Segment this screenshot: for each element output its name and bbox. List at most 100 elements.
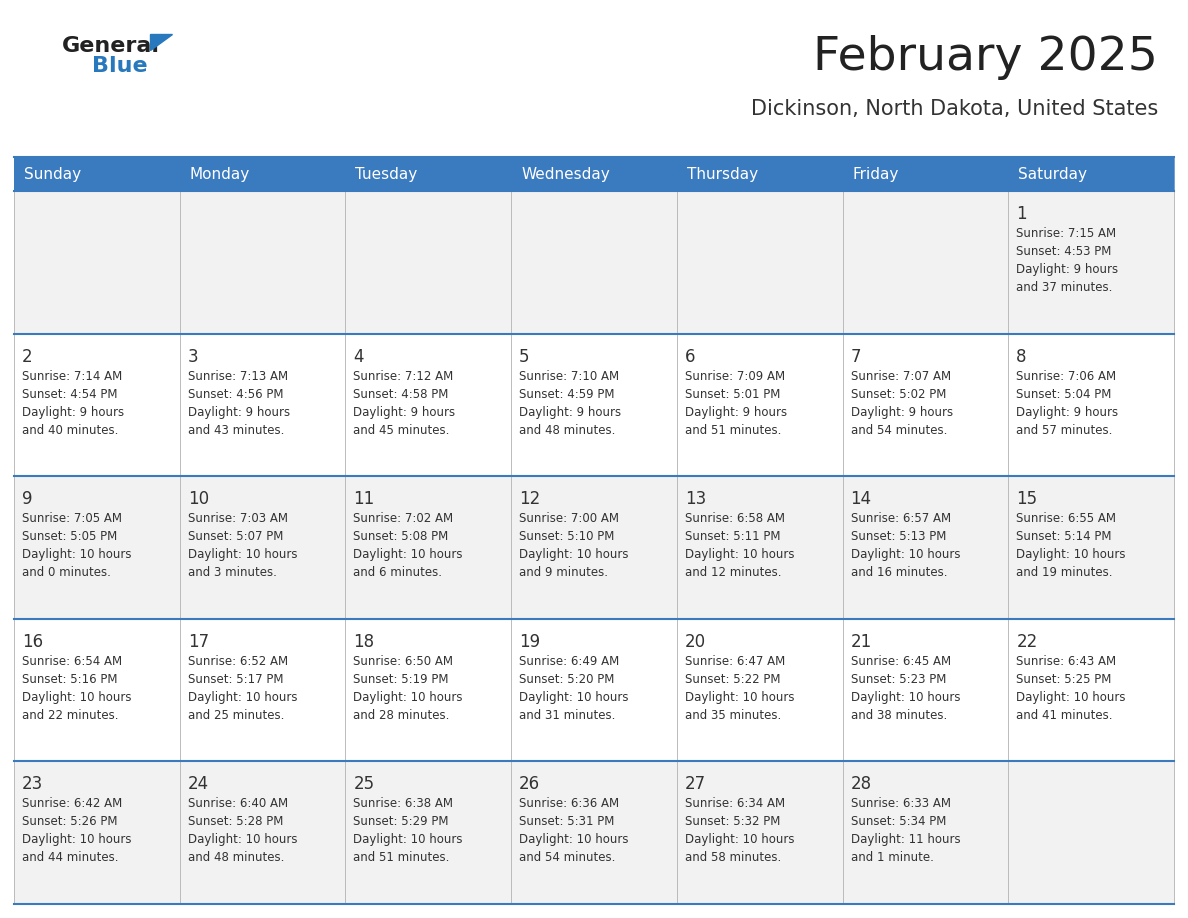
Text: Sunset: 5:25 PM: Sunset: 5:25 PM bbox=[1016, 673, 1112, 686]
Text: Sunset: 5:32 PM: Sunset: 5:32 PM bbox=[684, 815, 781, 828]
Text: Sunset: 5:28 PM: Sunset: 5:28 PM bbox=[188, 815, 283, 828]
Text: Daylight: 9 hours: Daylight: 9 hours bbox=[1016, 263, 1118, 276]
Text: Daylight: 10 hours: Daylight: 10 hours bbox=[519, 834, 628, 846]
Bar bbox=[511, 333, 677, 476]
Text: and 41 minutes.: and 41 minutes. bbox=[1016, 709, 1113, 722]
Text: Daylight: 9 hours: Daylight: 9 hours bbox=[851, 406, 953, 419]
Text: Blue: Blue bbox=[91, 56, 147, 76]
Text: Sunrise: 7:02 AM: Sunrise: 7:02 AM bbox=[353, 512, 454, 525]
Bar bbox=[1009, 476, 1174, 619]
Bar bbox=[179, 333, 346, 476]
Bar bbox=[179, 761, 346, 904]
Text: Sunset: 5:29 PM: Sunset: 5:29 PM bbox=[353, 815, 449, 828]
Bar bbox=[511, 619, 677, 761]
Text: and 25 minutes.: and 25 minutes. bbox=[188, 709, 284, 722]
Bar bbox=[842, 619, 1009, 761]
Bar bbox=[842, 476, 1009, 619]
Text: Daylight: 9 hours: Daylight: 9 hours bbox=[519, 406, 621, 419]
Text: and 28 minutes.: and 28 minutes. bbox=[353, 709, 450, 722]
Text: Daylight: 9 hours: Daylight: 9 hours bbox=[188, 406, 290, 419]
Text: 8: 8 bbox=[1016, 348, 1026, 365]
Text: Sunrise: 6:54 AM: Sunrise: 6:54 AM bbox=[23, 655, 122, 667]
Text: 21: 21 bbox=[851, 633, 872, 651]
Text: 4: 4 bbox=[353, 348, 364, 365]
Text: Sunrise: 6:57 AM: Sunrise: 6:57 AM bbox=[851, 512, 950, 525]
Text: Daylight: 10 hours: Daylight: 10 hours bbox=[23, 548, 132, 561]
Text: and 3 minutes.: and 3 minutes. bbox=[188, 566, 277, 579]
Bar bbox=[346, 761, 511, 904]
Text: 11: 11 bbox=[353, 490, 374, 509]
Text: and 31 minutes.: and 31 minutes. bbox=[519, 709, 615, 722]
Text: Dickinson, North Dakota, United States: Dickinson, North Dakota, United States bbox=[751, 99, 1158, 119]
Text: 20: 20 bbox=[684, 633, 706, 651]
Bar bbox=[511, 761, 677, 904]
Bar bbox=[842, 191, 1009, 333]
Text: Daylight: 10 hours: Daylight: 10 hours bbox=[519, 691, 628, 704]
Text: Sunrise: 6:45 AM: Sunrise: 6:45 AM bbox=[851, 655, 950, 667]
Text: and 51 minutes.: and 51 minutes. bbox=[684, 423, 782, 437]
Bar bbox=[179, 476, 346, 619]
Bar bbox=[346, 476, 511, 619]
Text: Sunset: 5:04 PM: Sunset: 5:04 PM bbox=[1016, 387, 1112, 400]
Text: 15: 15 bbox=[1016, 490, 1037, 509]
Text: 27: 27 bbox=[684, 776, 706, 793]
Text: Daylight: 10 hours: Daylight: 10 hours bbox=[353, 691, 463, 704]
Text: Daylight: 9 hours: Daylight: 9 hours bbox=[23, 406, 124, 419]
Text: Sunset: 5:07 PM: Sunset: 5:07 PM bbox=[188, 531, 283, 543]
Text: Sunset: 4:53 PM: Sunset: 4:53 PM bbox=[1016, 245, 1112, 258]
Text: and 58 minutes.: and 58 minutes. bbox=[684, 851, 781, 865]
Text: Daylight: 9 hours: Daylight: 9 hours bbox=[1016, 406, 1118, 419]
Text: 22: 22 bbox=[1016, 633, 1037, 651]
Text: Sunrise: 7:12 AM: Sunrise: 7:12 AM bbox=[353, 370, 454, 383]
Text: Sunset: 5:16 PM: Sunset: 5:16 PM bbox=[23, 673, 118, 686]
Text: and 54 minutes.: and 54 minutes. bbox=[519, 851, 615, 865]
Text: 3: 3 bbox=[188, 348, 198, 365]
Text: Sunset: 5:11 PM: Sunset: 5:11 PM bbox=[684, 531, 781, 543]
Bar bbox=[14, 333, 179, 476]
Bar bbox=[677, 191, 842, 333]
Text: Sunset: 5:05 PM: Sunset: 5:05 PM bbox=[23, 531, 118, 543]
Text: and 35 minutes.: and 35 minutes. bbox=[684, 709, 781, 722]
Bar bbox=[179, 191, 346, 333]
Text: 12: 12 bbox=[519, 490, 541, 509]
Text: and 45 minutes.: and 45 minutes. bbox=[353, 423, 450, 437]
Text: and 54 minutes.: and 54 minutes. bbox=[851, 423, 947, 437]
Text: Sunrise: 6:43 AM: Sunrise: 6:43 AM bbox=[1016, 655, 1117, 667]
Text: Daylight: 11 hours: Daylight: 11 hours bbox=[851, 834, 960, 846]
Text: Sunrise: 7:07 AM: Sunrise: 7:07 AM bbox=[851, 370, 950, 383]
Text: and 19 minutes.: and 19 minutes. bbox=[1016, 566, 1113, 579]
Text: Sunset: 5:23 PM: Sunset: 5:23 PM bbox=[851, 673, 946, 686]
Text: and 51 minutes.: and 51 minutes. bbox=[353, 851, 450, 865]
Text: 17: 17 bbox=[188, 633, 209, 651]
Text: and 38 minutes.: and 38 minutes. bbox=[851, 709, 947, 722]
Text: Sunrise: 6:58 AM: Sunrise: 6:58 AM bbox=[684, 512, 785, 525]
Text: 14: 14 bbox=[851, 490, 872, 509]
Text: Sunset: 5:20 PM: Sunset: 5:20 PM bbox=[519, 673, 614, 686]
Bar bbox=[842, 761, 1009, 904]
Text: Sunset: 4:54 PM: Sunset: 4:54 PM bbox=[23, 387, 118, 400]
Text: Sunrise: 6:55 AM: Sunrise: 6:55 AM bbox=[1016, 512, 1117, 525]
Text: Sunrise: 6:52 AM: Sunrise: 6:52 AM bbox=[188, 655, 287, 667]
Text: and 37 minutes.: and 37 minutes. bbox=[1016, 281, 1113, 294]
Text: 18: 18 bbox=[353, 633, 374, 651]
Text: Daylight: 10 hours: Daylight: 10 hours bbox=[23, 834, 132, 846]
Text: and 44 minutes.: and 44 minutes. bbox=[23, 851, 119, 865]
Text: 16: 16 bbox=[23, 633, 43, 651]
Text: Daylight: 9 hours: Daylight: 9 hours bbox=[353, 406, 455, 419]
Bar bbox=[677, 333, 842, 476]
Text: Sunset: 5:08 PM: Sunset: 5:08 PM bbox=[353, 531, 449, 543]
Bar bbox=[346, 619, 511, 761]
Text: 1: 1 bbox=[1016, 205, 1026, 223]
Text: 13: 13 bbox=[684, 490, 706, 509]
Text: Thursday: Thursday bbox=[687, 166, 758, 182]
Text: 6: 6 bbox=[684, 348, 695, 365]
Text: Sunset: 5:13 PM: Sunset: 5:13 PM bbox=[851, 531, 946, 543]
Bar bbox=[14, 619, 179, 761]
Bar bbox=[1009, 761, 1174, 904]
Polygon shape bbox=[150, 34, 172, 50]
Text: Tuesday: Tuesday bbox=[355, 166, 418, 182]
Text: General: General bbox=[62, 36, 160, 56]
Text: 23: 23 bbox=[23, 776, 43, 793]
Text: 7: 7 bbox=[851, 348, 861, 365]
Text: 5: 5 bbox=[519, 348, 530, 365]
